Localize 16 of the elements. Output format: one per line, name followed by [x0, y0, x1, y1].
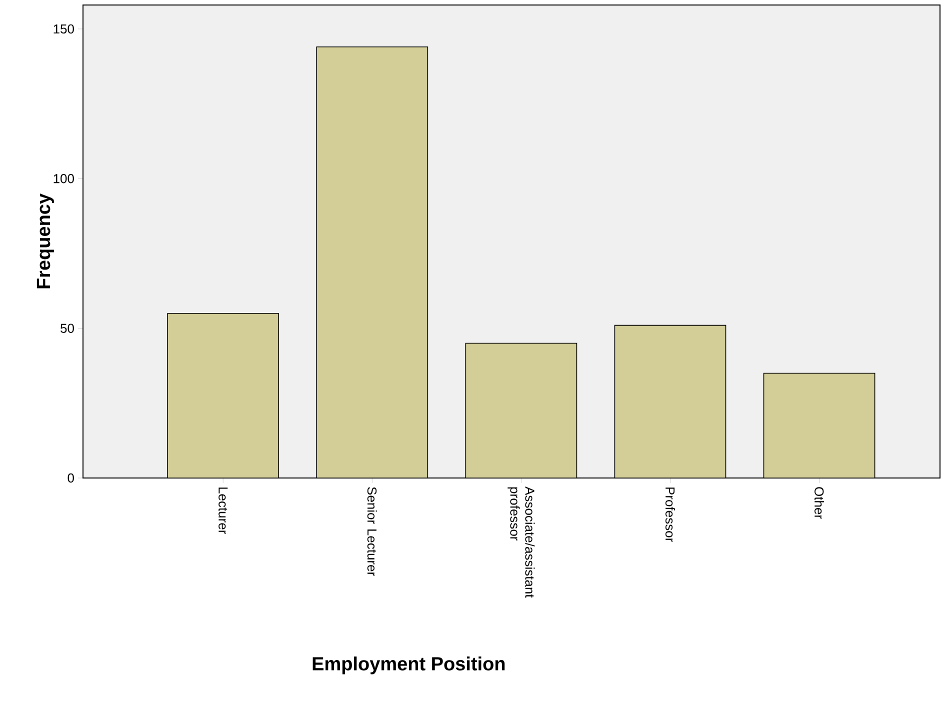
x-tick-label: Associate/assistant professor — [508, 486, 535, 598]
y-tick-label: 100 — [54, 174, 74, 184]
bar — [316, 46, 428, 478]
y-tick-label: 150 — [54, 24, 74, 34]
x-axis-title: Employment Position — [312, 656, 505, 674]
y-axis-title: Frequency — [36, 194, 54, 288]
bar — [167, 312, 280, 478]
bar — [466, 343, 577, 478]
x-tick-label: Lecturer — [218, 488, 228, 534]
x-tick-label: Other — [814, 487, 824, 519]
x-tick-label: Professor — [665, 488, 676, 542]
bar — [763, 372, 876, 478]
y-tick-label: 50 — [60, 324, 74, 333]
x-tick-label: Senior Lecturer — [367, 487, 377, 576]
y-tick-label: 0 — [68, 473, 74, 483]
bar — [614, 324, 726, 478]
